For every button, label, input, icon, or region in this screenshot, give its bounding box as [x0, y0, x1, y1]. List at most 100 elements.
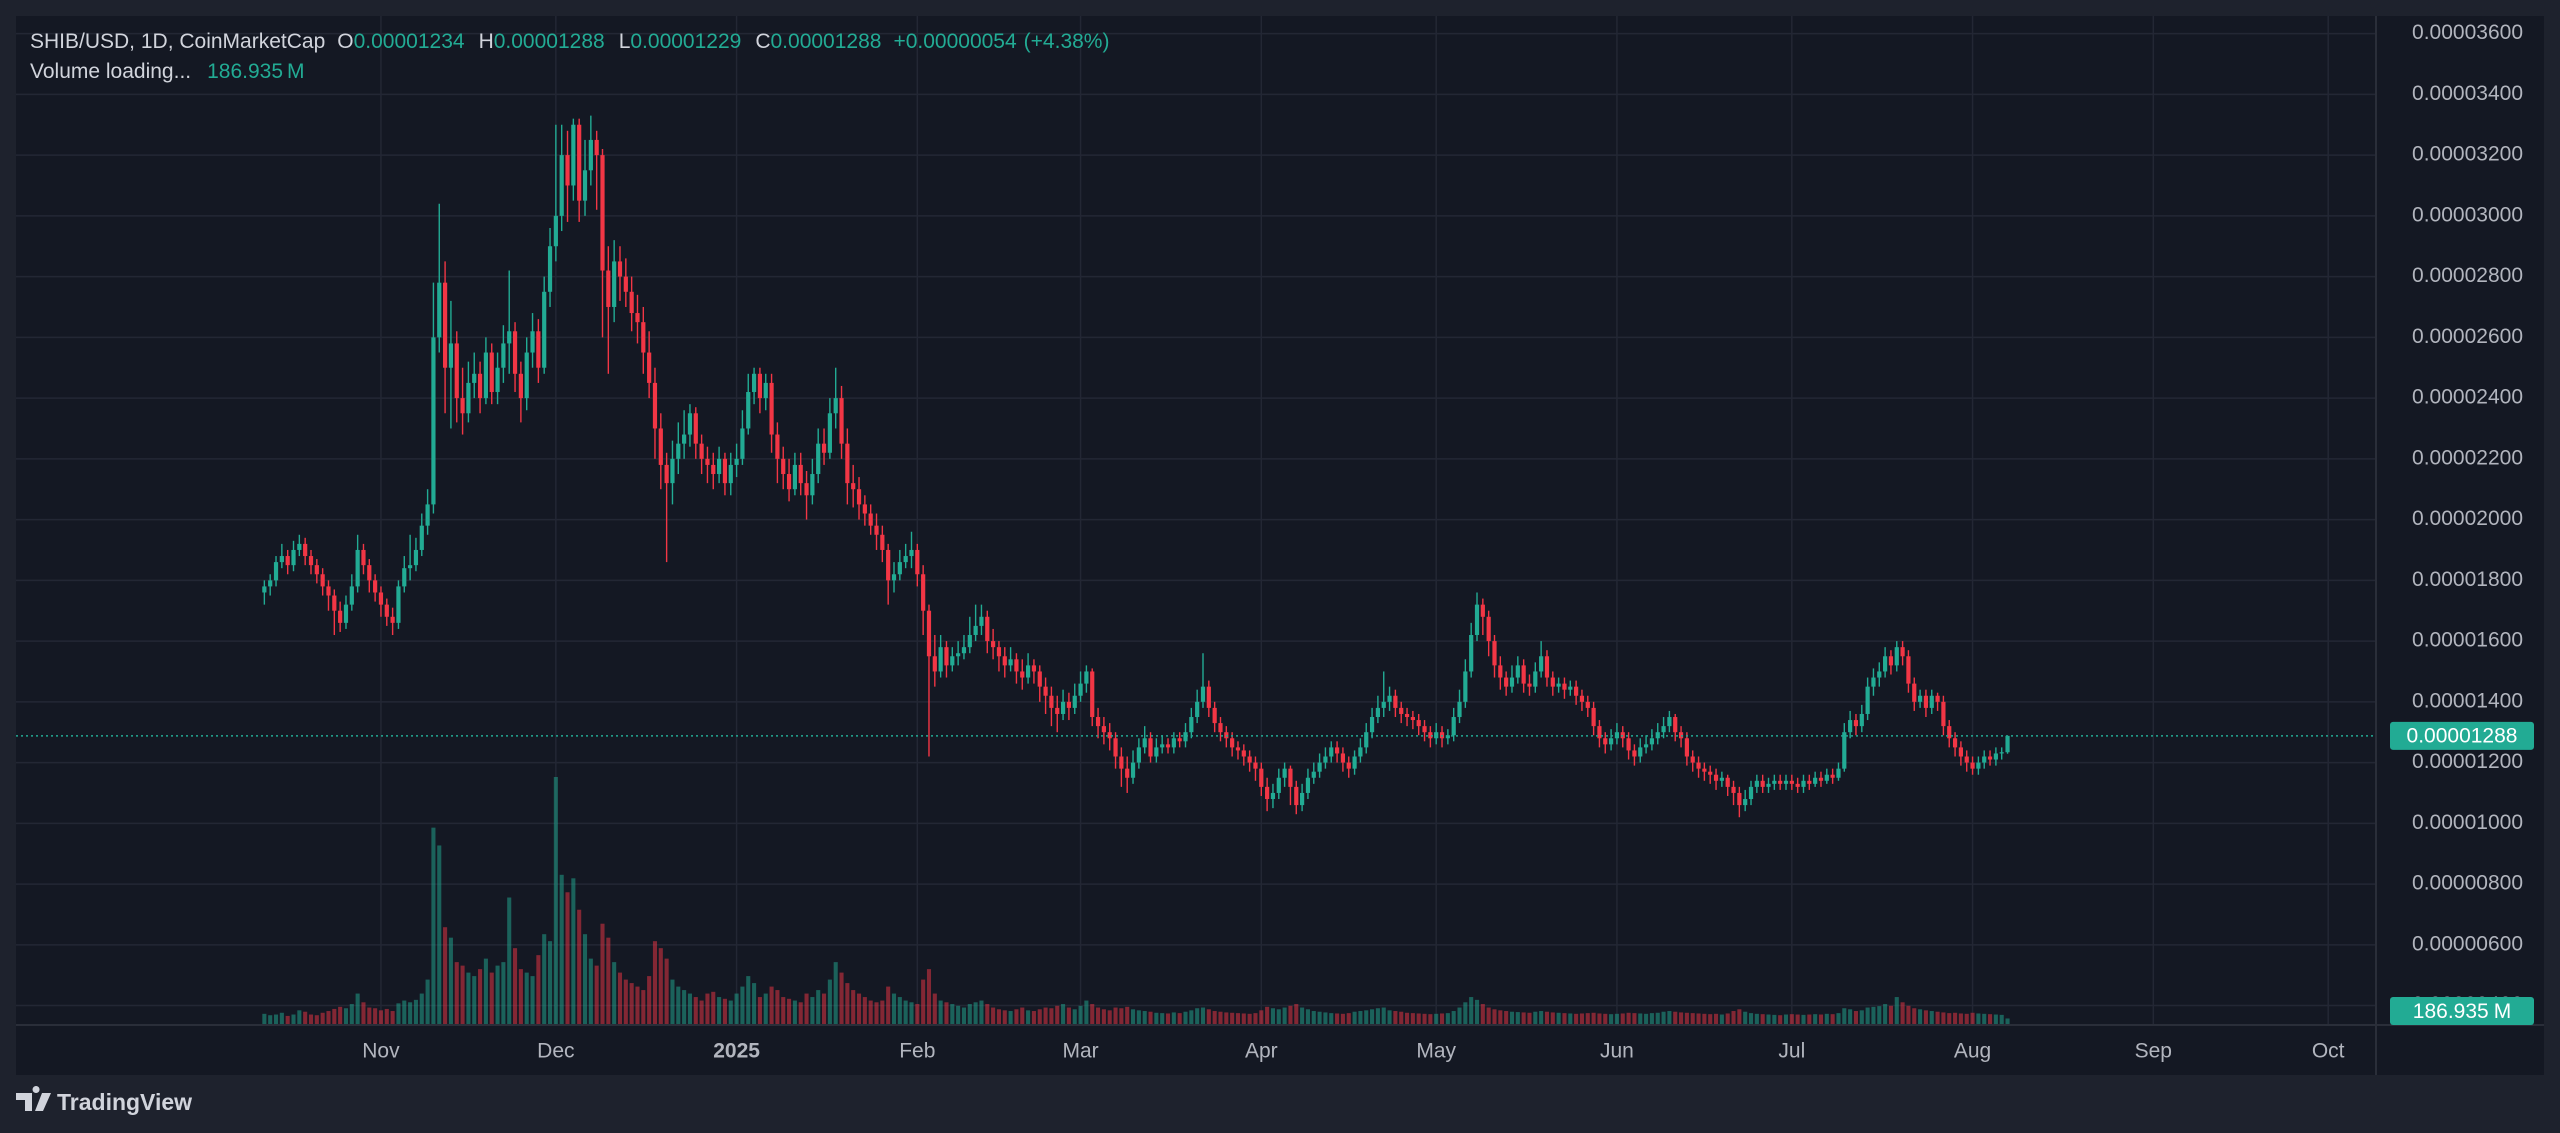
candle-body: [693, 413, 698, 444]
volume-bar: [769, 986, 774, 1025]
volume-bar: [839, 972, 844, 1025]
candle-body: [985, 616, 990, 642]
volume-bar: [1300, 1007, 1305, 1025]
candle-body: [367, 565, 372, 581]
high-value: 0.00001288: [494, 30, 605, 53]
volume-bar: [1305, 1009, 1310, 1025]
volume-bar: [664, 958, 669, 1025]
volume-bar: [1037, 1009, 1042, 1025]
candle-body: [582, 170, 588, 201]
candle-body: [1305, 777, 1311, 793]
candle-body: [588, 139, 593, 171]
candle-body: [483, 352, 488, 399]
candle-body: [1183, 732, 1188, 742]
candle-body: [518, 373, 523, 399]
candle-body: [1276, 777, 1281, 793]
volume-bar: [1813, 1014, 1818, 1025]
volume-bar: [1999, 1014, 2004, 1025]
candle-body: [1474, 604, 1480, 636]
candle-body: [1416, 720, 1421, 727]
high-label: H: [479, 30, 494, 53]
volume-bar: [629, 983, 634, 1025]
candle-body: [1049, 695, 1054, 708]
volume-title: Volume loading...: [30, 60, 191, 83]
candle-body: [1451, 717, 1456, 736]
candle-body: [810, 474, 815, 496]
volume-bar: [606, 937, 611, 1025]
volume-bar: [1200, 1007, 1206, 1025]
volume-bar: [1679, 1012, 1684, 1025]
candle-body: [1463, 671, 1468, 702]
volume-bar: [787, 998, 792, 1025]
volume-bar: [1527, 1012, 1532, 1025]
y-tick-label: 0.00001800: [2412, 568, 2523, 591]
candle-body: [559, 155, 564, 216]
volume-bar: [804, 993, 809, 1025]
volume-bar: [1375, 1008, 1380, 1025]
candle-body: [1160, 744, 1165, 748]
volume-bar: [577, 909, 582, 1025]
candle-body: [1072, 695, 1077, 708]
candle-body: [1399, 707, 1404, 714]
y-tick-label: 0.00002200: [2412, 446, 2523, 469]
candle-body: [524, 352, 529, 399]
volume-bar: [1148, 1011, 1153, 1025]
candle-body: [792, 464, 797, 490]
volume-bar: [921, 979, 926, 1025]
volume-bar: [1638, 1013, 1643, 1025]
candle-body: [1317, 762, 1322, 772]
candle-body: [536, 331, 541, 368]
candle-body: [1795, 783, 1800, 787]
candle-body: [1323, 756, 1328, 763]
candle-body: [991, 641, 996, 648]
volume-box-value: 186.935: [2413, 1000, 2489, 1023]
candle-body: [1043, 686, 1048, 696]
candle-body: [1830, 774, 1835, 778]
candle-body: [979, 616, 984, 626]
volume-bar: [425, 979, 430, 1025]
candle-body: [565, 155, 570, 186]
x-tick-label: Aug: [1954, 1040, 1991, 1063]
candle-body: [1708, 771, 1713, 775]
volume-bar: [886, 986, 891, 1025]
x-tick-label: Sep: [2135, 1040, 2172, 1063]
candle-body: [1661, 726, 1666, 733]
candle-body: [1818, 777, 1824, 781]
candle-body: [1550, 677, 1555, 687]
volume-bar: [792, 1000, 797, 1025]
volume-bar: [1288, 1005, 1293, 1025]
candle-body: [1375, 707, 1380, 718]
candle-body: [1364, 732, 1369, 748]
y-tick-label: 0.00001200: [2412, 750, 2523, 773]
candle-body: [961, 647, 967, 654]
candle-body: [1270, 792, 1276, 800]
volume-bar: [1544, 1011, 1550, 1025]
candle-body: [314, 565, 319, 575]
open-label: O: [337, 30, 353, 53]
volume-bar: [478, 969, 483, 1025]
volume-bar: [752, 983, 757, 1025]
volume-bar: [279, 1012, 284, 1025]
candle-body: [1025, 665, 1031, 678]
candle-body: [1993, 753, 1998, 760]
volume-bar: [1579, 1013, 1584, 1025]
volume-bar: [1748, 1013, 1754, 1025]
candle-body: [687, 413, 693, 435]
volume-bar: [862, 997, 867, 1025]
volume-bar: [1142, 1011, 1147, 1025]
volume-bar: [1556, 1012, 1561, 1025]
volume-bar: [390, 1011, 395, 1025]
volume-bar: [1871, 1006, 1876, 1025]
candle-body: [1352, 756, 1357, 769]
volume-bar: [1696, 1013, 1701, 1025]
candle-body: [1241, 750, 1246, 757]
candle-body: [1230, 738, 1235, 748]
volume-bar: [600, 923, 605, 1025]
candle-body: [763, 382, 768, 399]
last-price-box: [2390, 721, 2534, 750]
volume-bar: [1405, 1012, 1410, 1025]
volume-bar: [443, 927, 448, 1025]
change-percent: (+4.38%): [1024, 30, 1110, 53]
candle-body: [1486, 616, 1491, 642]
brand: TradingView: [16, 1086, 192, 1115]
